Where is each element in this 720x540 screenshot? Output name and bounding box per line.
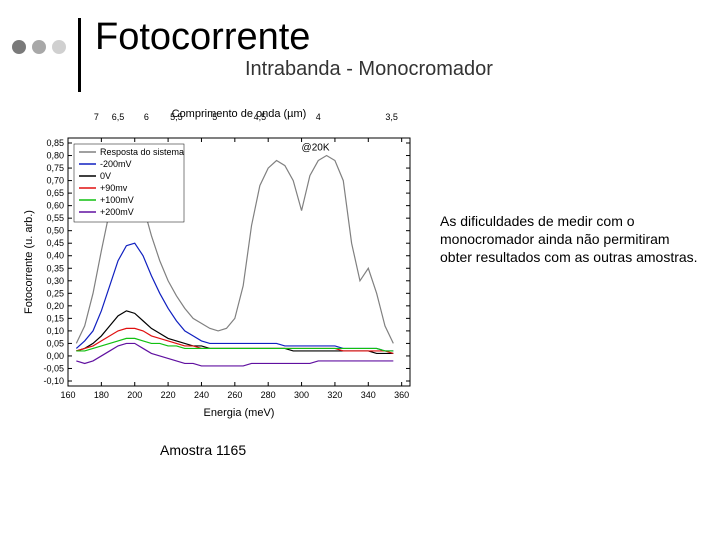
svg-text:0,15: 0,15 xyxy=(46,313,64,323)
svg-text:0,05: 0,05 xyxy=(46,338,64,348)
svg-text:0,00: 0,00 xyxy=(46,351,64,361)
svg-text:0,40: 0,40 xyxy=(46,251,64,261)
svg-text:0,60: 0,60 xyxy=(46,201,64,211)
svg-text:260: 260 xyxy=(227,390,242,400)
svg-text:280: 280 xyxy=(261,390,276,400)
svg-text:Energia (meV): Energia (meV) xyxy=(204,407,275,419)
slide-subtitle: Intrabanda - Monocromador xyxy=(245,58,493,81)
bullet-dots xyxy=(12,40,66,54)
slide-header: Fotocorrente Intrabanda - Monocromador xyxy=(0,0,720,92)
svg-text:220: 220 xyxy=(161,390,176,400)
svg-text:@20K: @20K xyxy=(302,143,330,154)
svg-text:0,10: 0,10 xyxy=(46,326,64,336)
svg-text:0,85: 0,85 xyxy=(46,138,64,148)
svg-text:6: 6 xyxy=(144,112,149,122)
svg-text:0,20: 0,20 xyxy=(46,301,64,311)
svg-text:-0,10: -0,10 xyxy=(43,376,64,386)
svg-text:0,55: 0,55 xyxy=(46,213,64,223)
svg-text:Comprimento de onda (µm): Comprimento de onda (µm) xyxy=(172,108,307,120)
svg-text:0,45: 0,45 xyxy=(46,238,64,248)
svg-text:4: 4 xyxy=(316,112,321,122)
slide-title: Fotocorrente xyxy=(95,18,493,56)
svg-text:0,65: 0,65 xyxy=(46,188,64,198)
svg-text:160: 160 xyxy=(60,390,75,400)
svg-text:0,70: 0,70 xyxy=(46,176,64,186)
svg-text:300: 300 xyxy=(294,390,309,400)
sample-caption: Amostra 1165 xyxy=(160,442,720,458)
chart-svg: 160 180 200 220 240 260 280 300 320 340 360 -0,10 -0… xyxy=(20,102,420,422)
svg-text:200: 200 xyxy=(127,390,142,400)
svg-text:+100mV: +100mV xyxy=(100,195,134,205)
svg-text:6,5: 6,5 xyxy=(112,112,125,122)
svg-text:0,75: 0,75 xyxy=(46,163,64,173)
svg-text:-0,05: -0,05 xyxy=(43,363,64,373)
svg-text:360: 360 xyxy=(394,390,409,400)
photocurrent-chart: 160 180 200 220 240 260 280 300 320 340 360 -0,10 -0… xyxy=(20,102,420,422)
svg-text:Fotocorrente (u. arb.): Fotocorrente (u. arb.) xyxy=(23,210,35,314)
dot-3 xyxy=(52,40,66,54)
svg-text:0,30: 0,30 xyxy=(46,276,64,286)
dot-1 xyxy=(12,40,26,54)
svg-text:240: 240 xyxy=(194,390,209,400)
svg-text:Resposta do sistema: Resposta do sistema xyxy=(100,147,184,157)
svg-text:320: 320 xyxy=(327,390,342,400)
dot-2 xyxy=(32,40,46,54)
svg-text:0,25: 0,25 xyxy=(46,288,64,298)
svg-text:0V: 0V xyxy=(100,171,111,181)
svg-text:0,80: 0,80 xyxy=(46,151,64,161)
title-divider xyxy=(78,18,81,92)
svg-text:0,50: 0,50 xyxy=(46,226,64,236)
svg-text:-200mV: -200mV xyxy=(100,159,132,169)
side-note: As dificuldades de medir com o monocroma… xyxy=(440,102,700,422)
svg-text:+90mv: +90mv xyxy=(100,183,128,193)
svg-text:7: 7 xyxy=(94,112,99,122)
svg-text:+200mV: +200mV xyxy=(100,207,134,217)
svg-text:180: 180 xyxy=(94,390,109,400)
svg-text:340: 340 xyxy=(361,390,376,400)
svg-text:3,5: 3,5 xyxy=(385,112,398,122)
svg-text:0,35: 0,35 xyxy=(46,263,64,273)
